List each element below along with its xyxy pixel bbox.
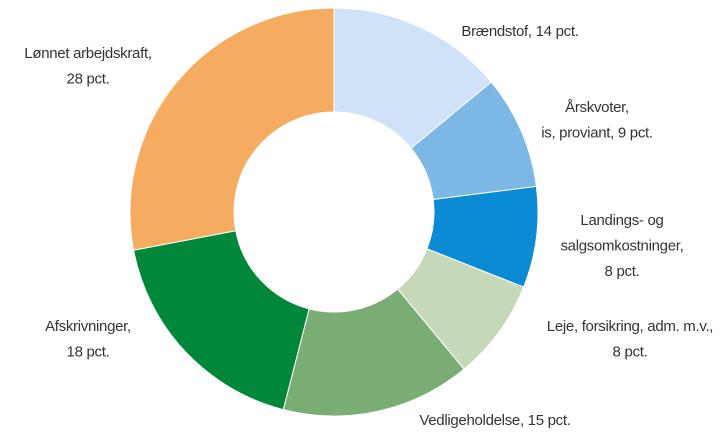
slice-label-line: salgsomkostninger, xyxy=(560,237,683,254)
slice-label-line: Brændstof, 14 pct. xyxy=(461,23,578,40)
slice-label: Vedligeholdelse, 15 pct. xyxy=(419,412,570,429)
slice-label-line: 8 pct. xyxy=(605,263,640,280)
slice xyxy=(133,230,310,411)
slice-label-line: Afskrivninger, xyxy=(45,318,131,335)
slice-label: Leje, forsikring, adm. m.v., 8 pct. xyxy=(547,318,713,361)
slice-label: Brændstof, 14 pct. xyxy=(461,23,578,40)
slice-label-line: Leje, forsikring, adm. m.v., xyxy=(547,318,713,335)
slice-label: Årskvoter, is, proviant, 9 pct. xyxy=(541,99,653,142)
slice-label-line: is, proviant, 9 pct. xyxy=(541,124,653,141)
slice-label: Afskrivninger, 18 pct. xyxy=(45,318,131,361)
slice xyxy=(333,7,492,149)
slice-label: Lønnet arbejdskraft, 28 pct. xyxy=(24,45,151,88)
slice-label: Landings- og salgsomkostninger, 8 pct. xyxy=(560,212,683,280)
slice-label-line: Vedligeholdelse, 15 pct. xyxy=(419,412,570,429)
slice-label-line: Lønnet arbejdskraft, xyxy=(24,45,151,62)
slice-label-line: Landings- og xyxy=(580,212,663,229)
slice-label-line: 8 pct. xyxy=(613,343,648,360)
slice xyxy=(129,7,335,251)
slice-label-line: Årskvoter, xyxy=(565,99,629,116)
slice-label-line: 18 pct. xyxy=(67,343,110,360)
slice-label-line: 28 pct. xyxy=(67,70,110,87)
slice xyxy=(282,288,465,417)
